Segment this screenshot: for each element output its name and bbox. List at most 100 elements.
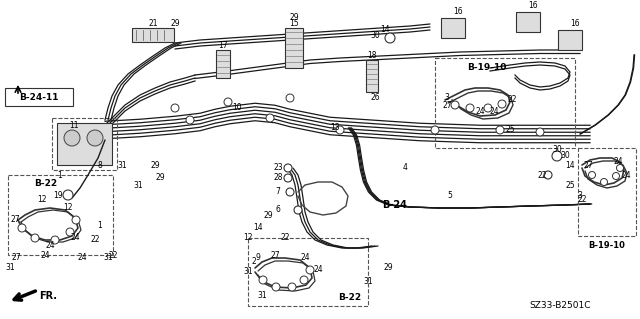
Text: 3: 3 [445, 93, 449, 102]
Circle shape [536, 128, 544, 136]
Circle shape [18, 224, 26, 232]
Text: 22: 22 [280, 234, 290, 242]
Text: 31: 31 [5, 263, 15, 272]
Circle shape [612, 173, 620, 180]
Circle shape [186, 116, 194, 124]
Bar [216, 50, 230, 78]
Text: 12: 12 [243, 234, 253, 242]
Circle shape [284, 174, 292, 182]
Circle shape [87, 130, 103, 146]
Circle shape [171, 104, 179, 112]
Circle shape [589, 172, 595, 179]
Text: B-22: B-22 [35, 179, 58, 188]
Circle shape [300, 276, 308, 284]
Text: 22: 22 [537, 170, 547, 180]
Text: 30: 30 [552, 145, 562, 154]
Text: 25: 25 [505, 125, 515, 135]
Bar [516, 12, 540, 32]
Bar [435, 58, 575, 148]
Text: 30: 30 [370, 31, 380, 40]
Circle shape [496, 126, 504, 134]
Circle shape [552, 151, 562, 161]
Bar [52, 118, 117, 170]
Text: 19: 19 [53, 190, 63, 199]
Text: 24: 24 [70, 234, 80, 242]
Text: SZ33-B2501C: SZ33-B2501C [529, 300, 591, 309]
Text: B-19-10: B-19-10 [467, 63, 507, 72]
Text: 27: 27 [270, 250, 280, 259]
Text: 26: 26 [370, 93, 380, 102]
Text: 14: 14 [253, 224, 263, 233]
Text: 29: 29 [155, 174, 165, 182]
Text: 31: 31 [243, 268, 253, 277]
Circle shape [63, 190, 73, 200]
Text: 6: 6 [276, 205, 280, 214]
Text: 12: 12 [37, 196, 47, 204]
Circle shape [451, 101, 459, 109]
Text: 14: 14 [565, 160, 575, 169]
Text: 31: 31 [133, 181, 143, 189]
Circle shape [259, 276, 267, 284]
Text: 25: 25 [565, 181, 575, 189]
Bar [248, 238, 368, 306]
Text: 31: 31 [257, 291, 267, 300]
Bar [558, 30, 582, 50]
Text: 22: 22 [108, 250, 118, 259]
Text: 24: 24 [45, 241, 55, 249]
Circle shape [51, 236, 59, 244]
Text: 24: 24 [489, 108, 499, 116]
Text: 28: 28 [273, 174, 283, 182]
Text: 29: 29 [289, 12, 299, 21]
Circle shape [306, 266, 314, 274]
Text: 21: 21 [148, 19, 157, 27]
Text: 9: 9 [255, 254, 260, 263]
Text: 24: 24 [77, 254, 87, 263]
Circle shape [498, 100, 506, 108]
Text: 5: 5 [447, 190, 452, 199]
Text: FR.: FR. [39, 291, 57, 301]
Circle shape [272, 283, 280, 291]
Text: 27: 27 [583, 160, 593, 169]
Text: 1: 1 [58, 170, 62, 180]
Bar [578, 148, 636, 236]
Text: 24: 24 [313, 265, 323, 275]
Text: 24: 24 [300, 254, 310, 263]
Circle shape [484, 104, 492, 112]
Circle shape [544, 171, 552, 179]
Circle shape [266, 114, 274, 122]
Circle shape [336, 126, 344, 134]
Bar [5, 88, 73, 106]
Bar [8, 175, 113, 255]
Circle shape [72, 216, 80, 224]
Text: 16: 16 [570, 19, 580, 27]
Text: 14: 14 [380, 26, 390, 34]
Text: B-22: B-22 [339, 293, 362, 301]
Text: 27: 27 [442, 100, 452, 109]
Text: B-24-11: B-24-11 [19, 93, 59, 101]
Circle shape [224, 98, 232, 106]
Text: 3: 3 [577, 190, 582, 199]
Text: 24: 24 [621, 170, 631, 180]
Text: 31: 31 [117, 160, 127, 169]
Text: 29: 29 [383, 263, 393, 272]
Text: 18: 18 [367, 50, 377, 60]
Text: 24: 24 [475, 108, 485, 116]
Circle shape [616, 165, 623, 172]
Text: 7: 7 [276, 188, 280, 197]
Circle shape [431, 126, 439, 134]
Circle shape [286, 94, 294, 102]
Text: 24: 24 [40, 250, 50, 259]
Text: 17: 17 [218, 41, 228, 49]
Text: 29: 29 [150, 160, 160, 169]
Text: 29: 29 [170, 19, 180, 27]
Text: 4: 4 [403, 164, 408, 173]
Bar [57, 123, 112, 165]
Text: 10: 10 [232, 103, 242, 113]
Text: 16: 16 [453, 6, 463, 16]
Text: 13: 13 [330, 123, 340, 132]
Text: 31: 31 [363, 278, 373, 286]
Text: 27: 27 [11, 254, 21, 263]
Text: B-19-10: B-19-10 [589, 241, 625, 249]
Text: 27: 27 [10, 216, 20, 225]
Circle shape [284, 164, 292, 172]
